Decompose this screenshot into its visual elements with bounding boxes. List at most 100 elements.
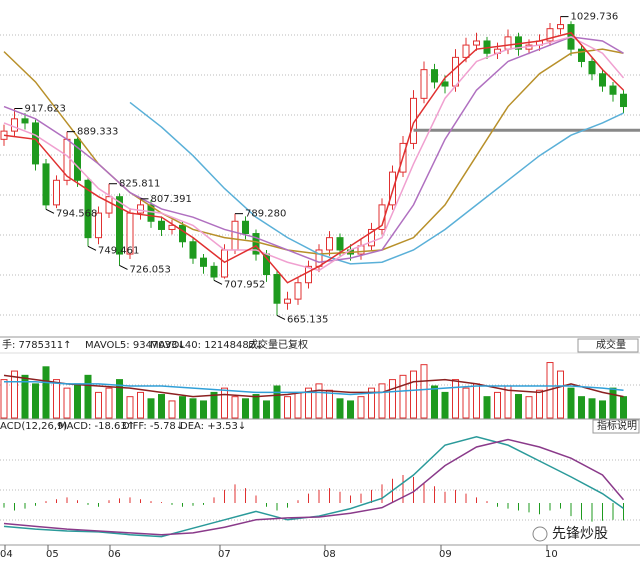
volume-bar: [420, 364, 428, 419]
volume-bar: [231, 396, 239, 419]
volume-bar: [609, 387, 617, 419]
volume-bar: [557, 370, 564, 419]
volume-bar: [473, 383, 480, 419]
volume-button[interactable]: [577, 338, 639, 353]
candle-body: [210, 265, 218, 278]
annotation-pointer: [119, 265, 128, 270]
macd-button-text[interactable]: 指标说明: [597, 419, 637, 432]
candle-body: [11, 118, 18, 132]
volume-bar: [158, 394, 165, 419]
annotation-pointer: [213, 279, 223, 285]
volume-bar: [515, 394, 522, 419]
candle-body: [609, 85, 617, 95]
volume-bar: [210, 391, 218, 419]
volume-bar: [63, 387, 71, 419]
month-label: 08: [323, 549, 336, 560]
annotation-label: 789.280: [245, 209, 286, 220]
candle-body: [305, 265, 312, 284]
volume-bar: [179, 396, 186, 419]
annotation-label: 807.391: [151, 194, 192, 205]
volume-bar: [452, 379, 459, 419]
annotation-label: 889.333: [77, 127, 118, 138]
candle-body: [336, 237, 344, 251]
volume-bar: [305, 387, 312, 419]
volume-bar: [431, 385, 438, 419]
candle-body: [431, 69, 438, 83]
annotation-label: 665.135: [287, 314, 328, 325]
volume-bar: [221, 387, 228, 419]
candle-body: [294, 282, 302, 300]
volume-button-text[interactable]: 成交量: [596, 338, 626, 351]
volume-bar: [441, 391, 449, 419]
volume-bar: [21, 374, 29, 419]
volume-bar: [200, 400, 207, 419]
candle-body: [158, 220, 165, 230]
volume-bar: [11, 370, 18, 419]
volume-bar: [410, 370, 417, 419]
candle-body: [231, 220, 239, 251]
candle-body: [473, 40, 480, 46]
volume-bar: [567, 387, 575, 419]
volume-bar: [357, 396, 365, 419]
macd-label: DEA: +3.53↓: [180, 421, 246, 432]
volume-bar: [273, 385, 281, 419]
volume-bar: [53, 379, 60, 419]
volume-bar: [368, 387, 375, 419]
candle-body: [189, 241, 197, 259]
macd-label: MACD: -18.63↑: [58, 421, 135, 432]
candle-body: [95, 212, 102, 239]
candle-body: [284, 298, 291, 304]
volume-bar: [378, 383, 386, 419]
candle-body: [252, 233, 260, 255]
volume-bar: [284, 396, 291, 419]
month-label: 07: [218, 549, 231, 560]
moving-average: [3, 36, 624, 264]
candle-body: [273, 274, 281, 304]
volume-bar: [84, 374, 92, 419]
candle-body: [578, 48, 585, 62]
volume-bar: [263, 400, 270, 419]
candle-body: [105, 196, 113, 214]
volume-bar: [389, 379, 396, 419]
watermark: 先锋炒股: [532, 526, 608, 542]
diff-line: [3, 435, 624, 538]
candle-body: [137, 204, 144, 214]
annotation-pointer: [87, 245, 97, 251]
candle-body: [74, 138, 81, 181]
candle-body: [599, 73, 606, 87]
volume-bar: [95, 391, 102, 419]
volume-bar: [336, 398, 344, 419]
candle-body: [32, 122, 39, 165]
grid: [0, 34, 640, 521]
candle-body: [326, 237, 333, 251]
volume-bar: [74, 383, 81, 419]
candle-body: [147, 204, 155, 222]
volume-bar: [105, 387, 113, 419]
volume-bar: [578, 396, 585, 419]
watermark-text: 先锋炒股: [552, 526, 608, 542]
volume-bar: [42, 366, 50, 419]
candle-body: [21, 118, 29, 124]
candle-body: [441, 81, 449, 87]
volume-bar: [137, 391, 144, 419]
volume-bar: [294, 391, 302, 419]
candle-body: [546, 28, 554, 42]
volume-average: [4, 380, 624, 396]
month-label: 10: [545, 549, 558, 560]
candle-body: [84, 179, 92, 239]
volume-bar: [525, 396, 533, 419]
macd-button[interactable]: [592, 419, 640, 434]
volume-bar: [168, 400, 176, 419]
month-label: 06: [108, 549, 121, 560]
candle-body: [557, 24, 564, 30]
moving-average: [3, 31, 625, 284]
volume-bar: [399, 374, 407, 419]
candle-body: [620, 93, 627, 108]
macd-label: ACD(12,26,9): [0, 421, 67, 432]
volume-label: MAVOL5: 9347033↓: [85, 340, 186, 351]
macd-label: DIFF: -5.78↓: [122, 421, 184, 432]
volume-bar: [252, 394, 260, 419]
volume-bar: [620, 396, 627, 419]
candle-body: [179, 224, 186, 243]
